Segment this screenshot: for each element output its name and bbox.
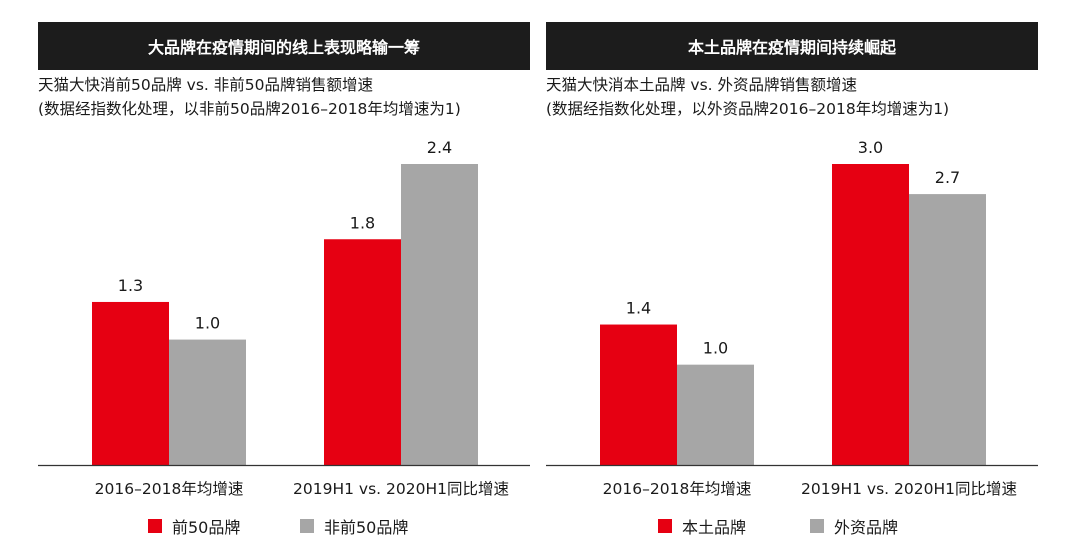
right-legend-item-b: 外资品牌 <box>810 514 898 538</box>
data-label: 2.4 <box>427 138 452 157</box>
bar-前50品牌-0 <box>92 301 169 465</box>
bar-非前50品牌-1 <box>401 164 478 465</box>
bar-本土品牌-1 <box>832 164 909 465</box>
data-label: 1.8 <box>350 213 375 232</box>
left-legend-item-b: 非前50品牌 <box>300 514 408 538</box>
legend-swatch-gray <box>810 519 824 533</box>
data-label: 1.0 <box>195 314 220 333</box>
right-banner: 本土品牌在疫情期间持续崛起 <box>546 22 1038 70</box>
bar-非前50品牌-0 <box>169 339 246 465</box>
bar-外资品牌-1 <box>909 194 986 465</box>
bar-外资品牌-0 <box>677 364 754 465</box>
legend-swatch-gray <box>300 519 314 533</box>
right-legend-item-a: 本土品牌 <box>658 514 746 538</box>
left-chart-title: 天猫大快消前50品牌 vs. 非前50品牌销售额增速 <box>38 76 373 94</box>
left-chart-subtitle: (数据经指数化处理，以非前50品牌2016–2018年均增速为1) <box>38 100 461 118</box>
legend-swatch-red <box>148 519 162 533</box>
left-legend-item-a: 前50品牌 <box>148 514 240 538</box>
category-tick-label: 2019H1 vs. 2020H1同比增速 <box>801 480 1017 498</box>
left-legend-label-b: 非前50品牌 <box>324 518 409 537</box>
bar-前50品牌-1 <box>324 239 401 465</box>
left-chart-panel: 大品牌在疫情期间的线上表现略输一筹 天猫大快消前50品牌 vs. 非前50品牌销… <box>38 0 530 557</box>
data-label: 1.3 <box>118 276 143 295</box>
category-tick-label: 2019H1 vs. 2020H1同比增速 <box>293 480 509 498</box>
data-label: 3.0 <box>858 138 883 157</box>
right-chart-panel: 本土品牌在疫情期间持续崛起 天猫大快消本土品牌 vs. 外资品牌销售额增速 (数… <box>546 0 1038 557</box>
right-legend-label-b: 外资品牌 <box>834 518 899 537</box>
category-tick-label: 2016–2018年均增速 <box>95 480 244 498</box>
data-label: 2.7 <box>935 168 960 187</box>
legend-swatch-red <box>658 519 672 533</box>
right-chart-title: 天猫大快消本土品牌 vs. 外资品牌销售额增速 <box>546 76 858 94</box>
left-banner: 大品牌在疫情期间的线上表现略输一筹 <box>38 22 530 70</box>
right-chart-subtitle: (数据经指数化处理，以外资品牌2016–2018年均增速为1) <box>546 100 950 118</box>
category-tick-label: 2016–2018年均增速 <box>603 480 752 498</box>
left-bar-chart: 1.3 1.0 2016–2018年均增速 1.8 2.4 2019H1 vs. 2020… <box>38 138 530 498</box>
data-label: 1.4 <box>626 299 651 318</box>
bar-本土品牌-0 <box>600 324 677 465</box>
right-bar-chart: 1.4 1.0 2016–2018年均增速 3.0 2.7 2019H1 vs. 2020… <box>546 138 1038 498</box>
right-legend-label-a: 本土品牌 <box>682 518 747 537</box>
left-legend-label-a: 前50品牌 <box>172 518 241 537</box>
data-label: 1.0 <box>703 339 728 358</box>
